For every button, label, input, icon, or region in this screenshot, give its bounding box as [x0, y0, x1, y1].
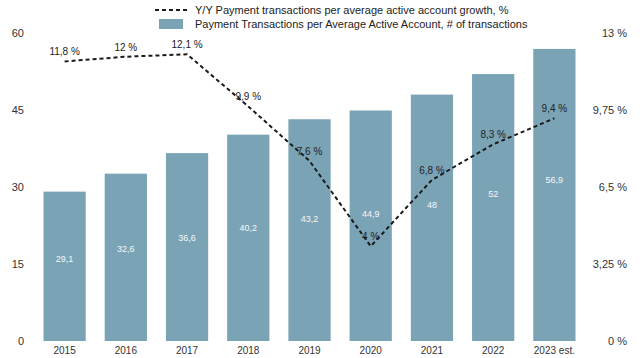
x-tick-label: 2021 [421, 345, 444, 356]
y2-tick-label: 0 % [608, 335, 627, 347]
legend-label: Y/Y Payment transactions per average act… [195, 4, 509, 16]
x-tick-label: 2015 [53, 345, 76, 356]
y2-tick [585, 264, 588, 265]
y-tick [31, 33, 34, 34]
x-tick-label: 2020 [360, 345, 383, 356]
y-tick-label: 45 [12, 104, 24, 116]
y-tick [31, 187, 34, 188]
line-label: 11,8 % [49, 46, 79, 57]
bar [105, 174, 147, 341]
plot-area [43, 49, 575, 341]
x-tick-label: 2023 est. [534, 345, 575, 356]
y2-tick-label: 3,25 % [593, 258, 627, 270]
bar-label: 56,9 [546, 175, 564, 185]
y2-tick-label: 9,75 % [593, 104, 627, 116]
y2-tick [585, 33, 588, 34]
bar [227, 135, 269, 341]
bar-label: 52 [488, 189, 498, 199]
y2-tick-label: 13 % [602, 27, 627, 39]
bar [411, 95, 453, 341]
y-tick [31, 341, 34, 342]
y-tick [31, 264, 34, 265]
line-label: 7,6 % [297, 146, 323, 157]
line-label: 6,8 % [419, 165, 445, 176]
chart: 0 15 30 45 60 0 % 3,25 % 6,5 % 9,75 % 13 % 2015 201… [0, 0, 640, 358]
x-tick-label: 2016 [115, 345, 138, 356]
x-tick-label: 2022 [482, 345, 505, 356]
y-tick [31, 110, 34, 111]
y2-tick [585, 110, 588, 111]
bar-label: 48 [427, 200, 437, 210]
line-label: 9,9 % [235, 91, 261, 102]
bar-label: 43,2 [301, 214, 319, 224]
y-tick-label: 0 [18, 335, 24, 347]
y-tick-label: 15 [12, 258, 24, 270]
line-label: 12 % [114, 42, 137, 53]
legend-swatch [159, 19, 183, 29]
y2-tick [585, 187, 588, 188]
line-label: 9,4 % [542, 103, 568, 114]
bar [472, 74, 514, 341]
bar [288, 119, 330, 341]
line-label: 4 % [362, 231, 379, 242]
line-label: 8,3 % [480, 129, 506, 140]
legend-label: Payment Transactions per Average Active … [195, 18, 528, 30]
bar-label: 40,2 [240, 223, 258, 233]
x-tick-label: 2017 [176, 345, 199, 356]
bar-label: 29,1 [56, 254, 74, 264]
legend-swatch [155, 9, 187, 11]
x-tick-label: 2019 [298, 345, 321, 356]
y2-tick [585, 341, 588, 342]
bar-label: 32,6 [117, 244, 135, 254]
legend: Y/Y Payment transactions per average act… [155, 4, 528, 30]
line [65, 54, 555, 246]
bar-label: 44,9 [362, 209, 380, 219]
y-tick-label: 60 [12, 27, 24, 39]
bar [533, 49, 575, 341]
y-tick-label: 30 [12, 181, 24, 193]
bar [43, 192, 85, 341]
bar-label: 36,6 [178, 233, 196, 243]
x-tick-label: 2018 [237, 345, 260, 356]
line-label: 12,1 % [171, 39, 202, 50]
data-labels: 29,1 32,6 36,6 40,2 43,2 44,9 48 52 56,9 11,8 % 12… [49, 39, 567, 264]
bar [166, 153, 208, 341]
y2-tick-label: 6,5 % [599, 181, 627, 193]
